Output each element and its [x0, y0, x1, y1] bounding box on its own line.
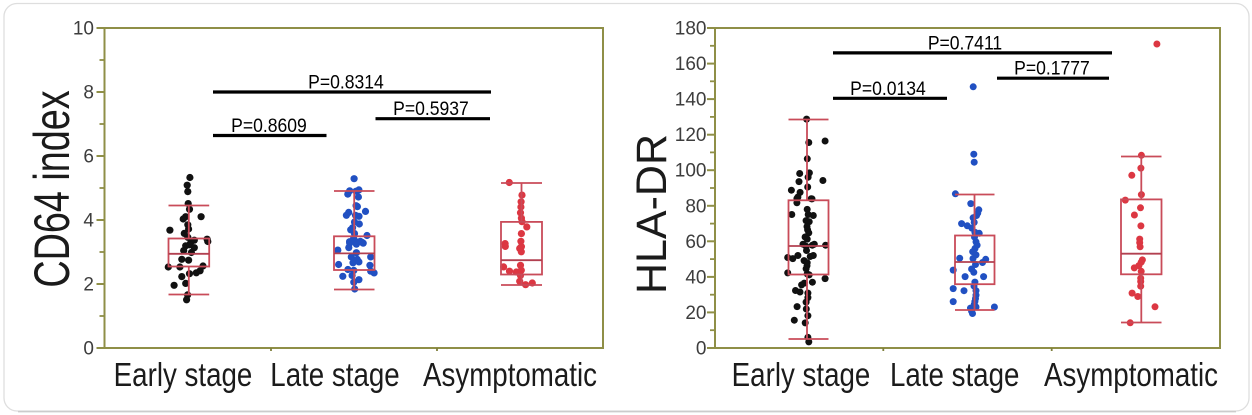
svg-text:80: 80 [685, 196, 706, 217]
svg-text:Late stage: Late stage [270, 357, 399, 394]
svg-text:20: 20 [685, 303, 706, 324]
svg-text:P=0.1777: P=0.1777 [1014, 57, 1090, 79]
svg-text:HLA-DR: HLA-DR [628, 134, 676, 294]
svg-text:Asymptomatic: Asymptomatic [1044, 357, 1218, 394]
svg-text:6: 6 [83, 147, 94, 168]
svg-text:8: 8 [83, 83, 94, 104]
svg-text:2: 2 [83, 275, 94, 296]
svg-text:P=0.5937: P=0.5937 [393, 97, 469, 119]
svg-text:120: 120 [675, 125, 707, 146]
svg-text:180: 180 [675, 19, 707, 40]
svg-text:140: 140 [675, 90, 707, 111]
svg-text:Late stage: Late stage [890, 357, 1019, 394]
svg-text:100: 100 [675, 161, 707, 182]
svg-text:CD64 index: CD64 index [25, 90, 80, 287]
svg-text:Early stage: Early stage [732, 357, 871, 394]
svg-text:P=0.8314: P=0.8314 [308, 71, 384, 93]
svg-text:P=0.7411: P=0.7411 [928, 32, 1002, 54]
svg-text:160: 160 [675, 54, 707, 75]
svg-text:0: 0 [696, 339, 707, 360]
svg-text:Early stage: Early stage [114, 357, 253, 394]
svg-text:0: 0 [83, 339, 94, 360]
svg-text:40: 40 [685, 267, 706, 288]
svg-text:P=0.8609: P=0.8609 [231, 114, 307, 136]
svg-text:60: 60 [685, 232, 706, 253]
svg-text:4: 4 [83, 211, 94, 232]
svg-text:P=0.0134: P=0.0134 [850, 77, 926, 99]
svg-text:10: 10 [73, 19, 94, 40]
svg-text:Asymptomatic: Asymptomatic [423, 357, 597, 394]
